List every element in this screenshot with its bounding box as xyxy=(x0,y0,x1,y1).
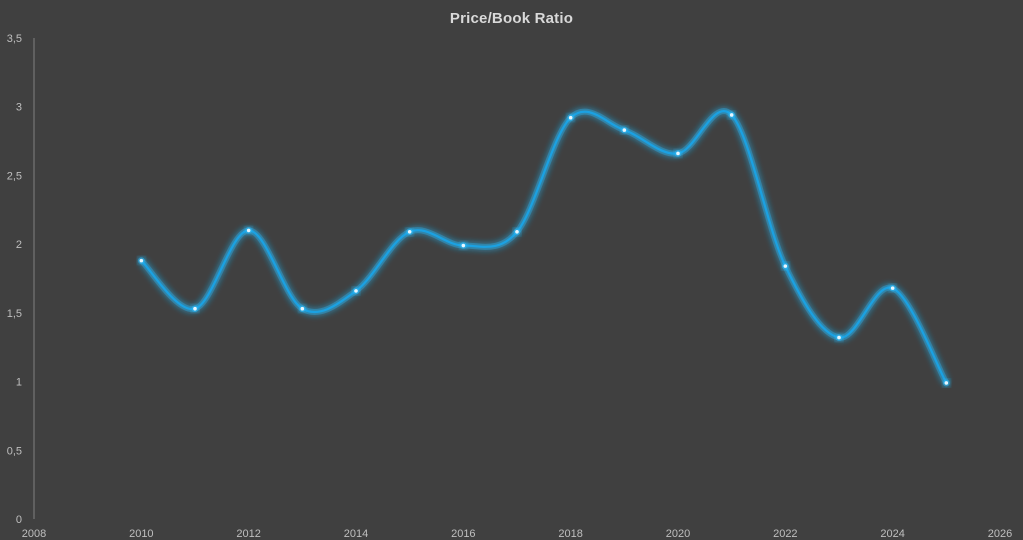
data-point xyxy=(944,381,949,385)
y-tick-label: 1 xyxy=(16,377,22,389)
ticks-layer: 0 0,5 1 1,5 2 2,5 3 3,5 2008 2010 2012 2014 2016 2018… xyxy=(7,33,1013,540)
y-tick-label: 0 xyxy=(16,514,22,526)
data-point xyxy=(568,115,573,120)
data-point xyxy=(139,258,144,263)
series-layer xyxy=(137,108,950,387)
y-tick-label: 1,5 xyxy=(7,308,22,320)
y-tick-label: 2,5 xyxy=(7,170,22,182)
data-point xyxy=(407,229,412,234)
chart-title: Price/Book Ratio xyxy=(449,10,574,27)
x-tick-label: 2010 xyxy=(129,528,153,540)
y-tick-label: 3,5 xyxy=(7,33,22,45)
x-tick-label: 2018 xyxy=(558,528,582,540)
x-tick-label: 2022 xyxy=(773,528,797,540)
x-tick-label: 2016 xyxy=(451,528,475,540)
data-point xyxy=(890,286,895,290)
x-tick-label: 2020 xyxy=(666,528,690,540)
x-tick-label: 2024 xyxy=(880,528,904,540)
x-tick-label: 2014 xyxy=(344,528,368,540)
y-tick-label: 2 xyxy=(16,239,22,251)
data-point xyxy=(193,306,197,311)
data-point xyxy=(837,335,841,340)
y-tick-label: 3 xyxy=(16,102,22,114)
data-point xyxy=(515,229,519,234)
series-line-glow xyxy=(139,108,949,385)
x-tick-label: 2008 xyxy=(22,528,46,540)
data-point xyxy=(461,243,466,248)
data-point xyxy=(783,264,788,268)
y-tick-label: 0,5 xyxy=(7,445,22,457)
data-point xyxy=(300,306,305,311)
data-point xyxy=(676,151,680,156)
data-point xyxy=(622,128,627,132)
data-point xyxy=(354,289,358,293)
series-line xyxy=(140,110,948,385)
x-tick-label: 2012 xyxy=(236,528,260,540)
data-point xyxy=(246,228,251,233)
data-point xyxy=(729,113,734,117)
x-tick-label: 2026 xyxy=(988,528,1012,540)
